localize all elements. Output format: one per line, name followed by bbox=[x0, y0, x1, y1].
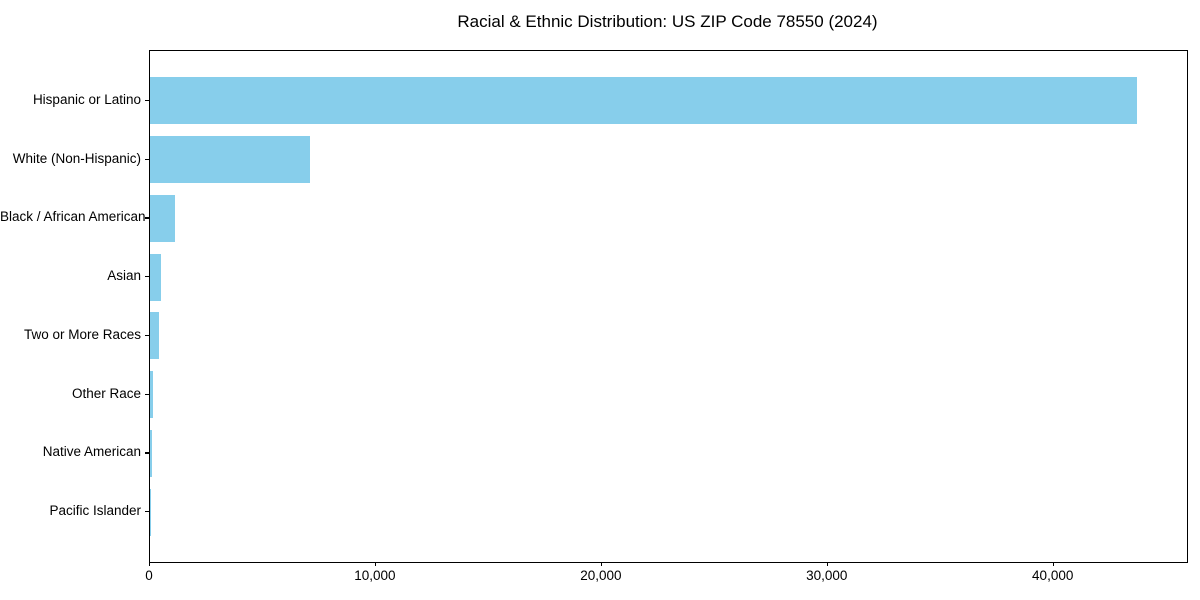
y-tick-mark bbox=[145, 158, 149, 160]
y-axis-label: Other Race bbox=[71, 385, 141, 401]
y-tick-mark bbox=[145, 511, 149, 513]
x-axis-label: 10,000 bbox=[354, 568, 396, 583]
x-tick-mark bbox=[826, 562, 828, 566]
x-axis-label: 40,000 bbox=[1032, 568, 1074, 583]
y-axis-label: Black / African American bbox=[0, 209, 146, 225]
x-tick-mark bbox=[149, 562, 151, 566]
bar-hispanic-or-latino bbox=[150, 77, 1138, 125]
bar-pacific-islander bbox=[150, 488, 151, 536]
x-axis-label: 20,000 bbox=[580, 568, 622, 583]
y-axis-label: Native American bbox=[42, 444, 141, 460]
y-tick-mark bbox=[145, 99, 149, 102]
bar-black-african-american bbox=[150, 194, 176, 242]
x-axis-label: 0 bbox=[145, 568, 153, 583]
bar-other-race bbox=[150, 371, 154, 419]
y-tick-mark bbox=[145, 217, 149, 219]
y-axis-label: White (Non-Hispanic) bbox=[12, 150, 141, 166]
y-axis-label: Pacific Islander bbox=[49, 503, 141, 519]
y-axis-label: Asian bbox=[107, 268, 141, 284]
bar-white-non-hispanic bbox=[150, 136, 311, 184]
y-tick-mark bbox=[145, 393, 149, 395]
y-axis-label: Two or More Races bbox=[23, 326, 141, 342]
y-tick-mark bbox=[145, 452, 149, 454]
plot-area bbox=[149, 50, 1188, 563]
y-tick-mark bbox=[145, 276, 149, 278]
chart-title: Racial & Ethnic Distribution: US ZIP Cod… bbox=[457, 12, 878, 31]
x-tick-mark bbox=[600, 562, 603, 566]
bar-asian bbox=[150, 253, 162, 301]
x-tick-mark bbox=[1052, 562, 1054, 566]
x-tick-mark bbox=[374, 562, 377, 566]
x-axis-label: 30,000 bbox=[806, 568, 848, 583]
y-axis-label: Hispanic or Latino bbox=[32, 91, 141, 107]
bar-native-american bbox=[150, 429, 153, 477]
bar-two-or-more-races bbox=[150, 312, 159, 360]
y-tick-mark bbox=[145, 334, 149, 337]
